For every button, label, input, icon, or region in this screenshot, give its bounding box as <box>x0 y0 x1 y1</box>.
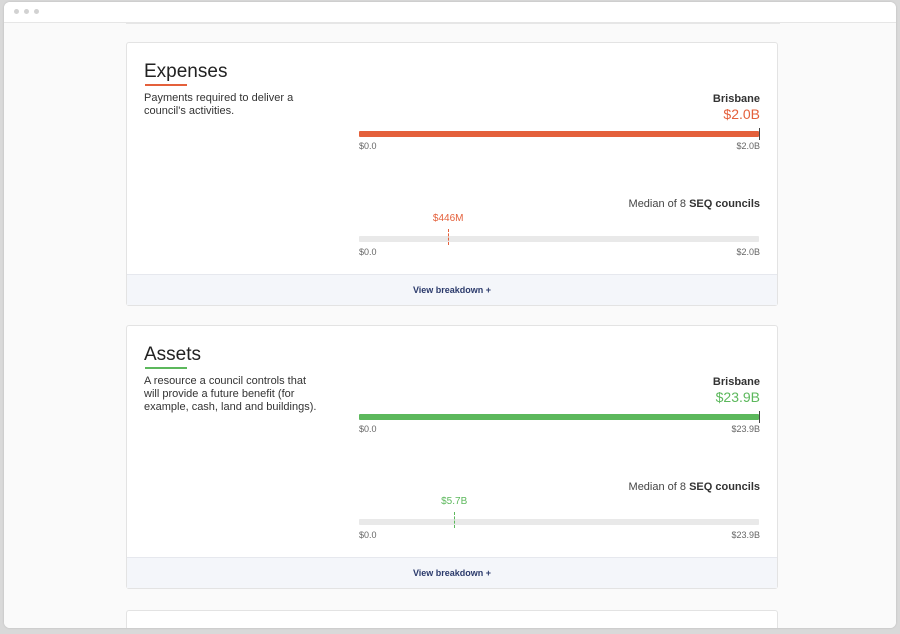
council-bar <box>359 414 759 420</box>
window-dot-icon <box>14 9 19 14</box>
card-title: Assets <box>144 344 202 365</box>
axis-min-label: $0.0 <box>359 424 377 434</box>
bar-end-tick <box>759 128 760 140</box>
axis-max-label: $23.9B <box>731 424 760 434</box>
median-track <box>359 236 759 242</box>
expenses-card: Expenses Payments required to deliver a … <box>126 42 778 306</box>
council-name: Brisbane <box>712 376 760 388</box>
median-axis-max-label: $2.0B <box>736 247 760 257</box>
bar-end-tick <box>759 411 760 423</box>
axis-min-label: $0.0 <box>359 141 377 151</box>
council-value: $23.9B <box>715 389 760 405</box>
median-axis-min-label: $0.0 <box>359 247 377 257</box>
axis-max-label: $2.0B <box>736 141 760 151</box>
median-axis-max-label: $23.9B <box>731 530 760 540</box>
council-value: $2.0B <box>723 106 760 122</box>
card-title: Expenses <box>144 61 228 82</box>
median-axis-min-label: $0.0 <box>359 530 377 540</box>
median-marker <box>454 512 456 528</box>
council-name: Brisbane <box>712 93 760 105</box>
median-label: Median of 8 SEQ councils <box>629 198 760 210</box>
window-dot-icon <box>34 9 39 14</box>
median-label-prefix: Median of 8 <box>628 481 690 493</box>
median-label-bold: SEQ councils <box>689 481 760 493</box>
assets-card: Assets A resource a council controls tha… <box>126 325 778 589</box>
council-bar <box>359 131 759 137</box>
next-card <box>126 610 778 628</box>
window-dot-icon <box>24 9 29 14</box>
card-description: Payments required to deliver a council's… <box>144 92 294 117</box>
median-track <box>359 519 759 525</box>
title-underline <box>145 367 187 369</box>
median-value: $446M <box>432 213 464 224</box>
median-label: Median of 8 SEQ councils <box>629 481 760 493</box>
card-description: A resource a council controls that will … <box>144 375 317 413</box>
median-label-bold: SEQ councils <box>689 198 760 210</box>
median-value: $5.7B <box>441 496 468 507</box>
title-underline <box>145 84 187 86</box>
previous-card <box>126 23 780 24</box>
browser-window: Expenses Payments required to deliver a … <box>4 2 896 628</box>
view-breakdown-link[interactable]: View breakdown + <box>127 557 777 588</box>
median-marker <box>448 229 450 245</box>
view-breakdown-link[interactable]: View breakdown + <box>127 274 777 305</box>
page-content: Expenses Payments required to deliver a … <box>4 23 896 628</box>
median-label-prefix: Median of 8 <box>628 198 690 210</box>
window-titlebar <box>4 2 896 23</box>
